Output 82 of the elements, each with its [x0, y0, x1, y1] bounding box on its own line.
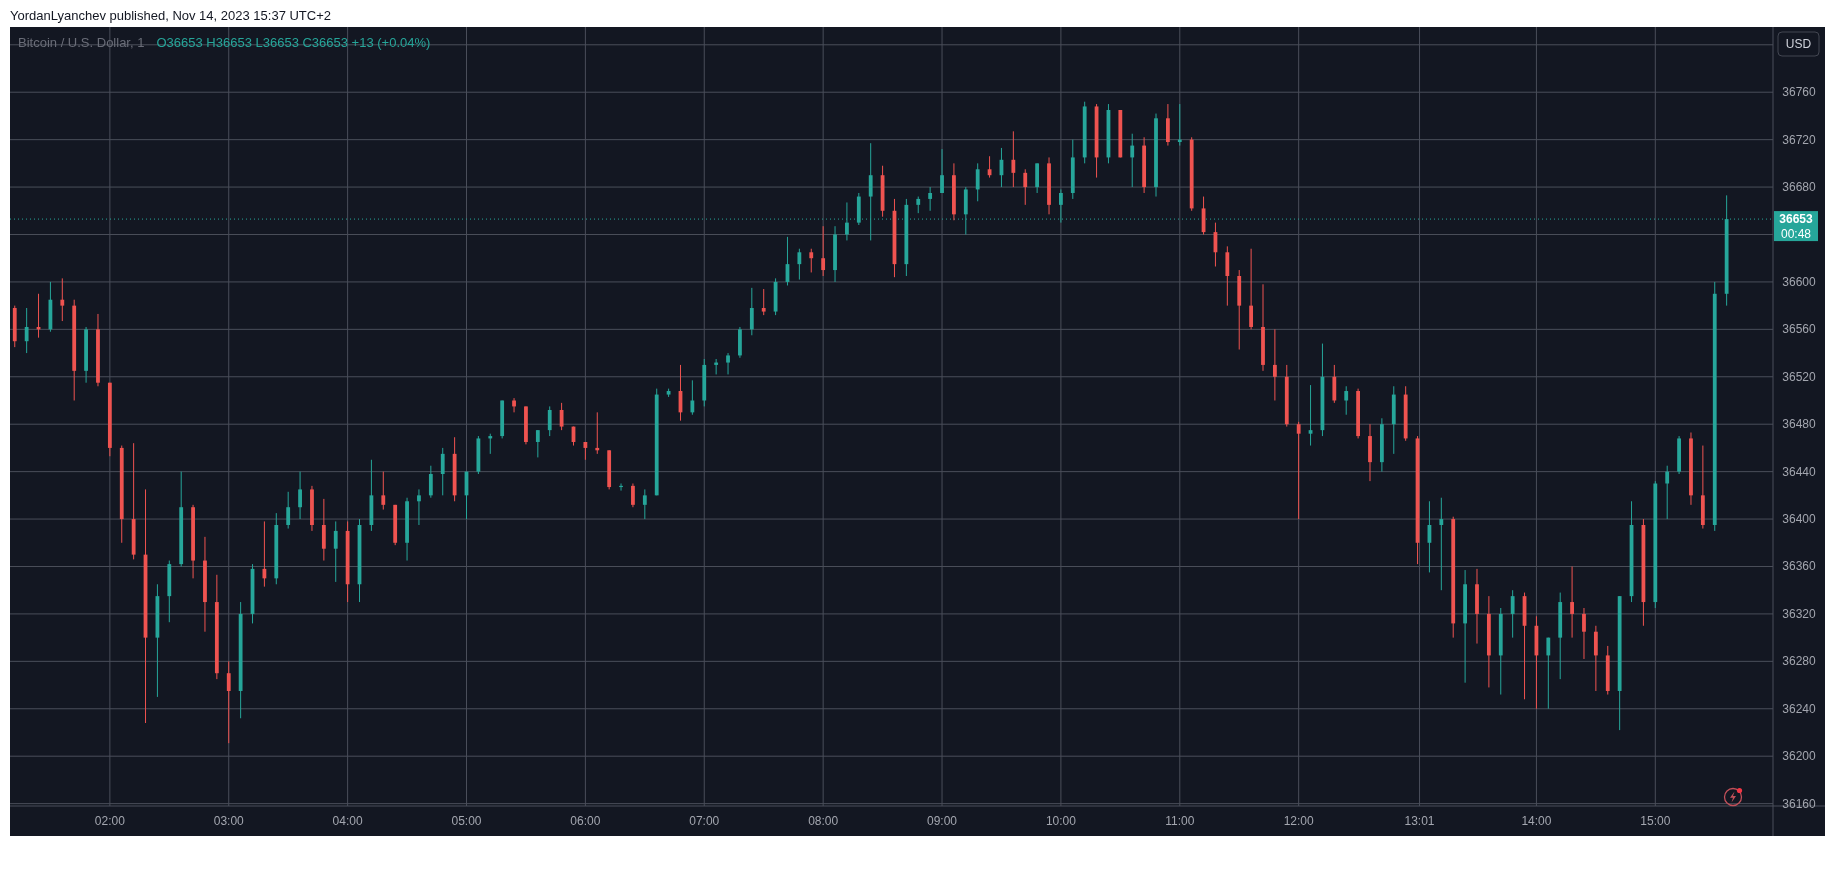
candlestick	[1035, 162, 1040, 194]
candlestick	[1570, 565, 1574, 639]
candlestick	[726, 352, 730, 375]
candlestick	[631, 482, 635, 508]
candlestick	[559, 402, 564, 431]
candlestick	[1510, 589, 1515, 639]
x-tick-label: 10:00	[1045, 814, 1077, 828]
candlestick	[1439, 497, 1444, 591]
candlestick	[821, 225, 826, 277]
candlestick	[440, 447, 445, 496]
x-tick-label: 04:00	[332, 814, 363, 828]
candlestick	[1130, 133, 1135, 188]
y-tick-label: 36360	[1782, 559, 1817, 574]
candlestick	[1546, 637, 1551, 710]
candlestick	[809, 248, 814, 273]
candlestick	[428, 465, 433, 499]
y-tick-label: 36440	[1782, 464, 1817, 479]
text: Bitcoin / U.S. Dollar, 1	[18, 34, 145, 50]
text: YordanLyanchev published, Nov 14, 2023 15:37 UTC+2	[10, 7, 332, 23]
y-tick-label: 36240	[1782, 701, 1817, 716]
candlestick	[797, 248, 802, 281]
candlestick	[1665, 465, 1670, 520]
candlestick	[1011, 130, 1016, 188]
candlestick	[761, 288, 766, 316]
candlestick	[321, 498, 326, 562]
candlestick	[60, 277, 65, 322]
candlestick	[845, 201, 849, 241]
candlestick	[1296, 421, 1301, 520]
candlestick	[226, 660, 231, 744]
y-tick-label: 36400	[1782, 512, 1817, 527]
x-tick-label: 14:00	[1521, 814, 1552, 828]
candlestick	[690, 379, 695, 416]
y-tick-label: 36160	[1782, 796, 1817, 811]
candlestick	[24, 307, 29, 354]
candlestick	[286, 491, 291, 530]
candlestick	[298, 471, 302, 520]
candlestick	[535, 429, 540, 458]
y-tick-label: 36560	[1782, 322, 1817, 337]
candlestick	[547, 405, 552, 437]
y-tick-label: 36720	[1782, 132, 1817, 147]
candlestick	[1249, 248, 1254, 330]
y-tick-label: 36480	[1782, 417, 1817, 432]
x-tick-label: 08:00	[808, 814, 839, 828]
candlestick	[1023, 168, 1028, 206]
candlestick	[868, 142, 873, 241]
annotation: 00:48	[1780, 226, 1812, 241]
y-tick-label: 36320	[1782, 606, 1817, 621]
y-tick-label: 36760	[1782, 85, 1817, 100]
candlestick	[1582, 607, 1586, 660]
candlestick	[1344, 385, 1349, 416]
x-tick-label: 15:00	[1640, 814, 1671, 828]
candlestick	[1166, 103, 1170, 147]
x-tick-label: 11:00	[1165, 814, 1195, 828]
x-tick-label: 09:00	[927, 814, 958, 828]
y-tick-label: 36600	[1782, 274, 1817, 289]
y-tick-label: 36520	[1782, 369, 1817, 384]
x-tick-label: 07:00	[689, 814, 720, 828]
x-tick-label: 12:00	[1283, 814, 1315, 828]
y-tick-label: 36280	[1782, 654, 1817, 669]
candlestick	[975, 162, 980, 202]
x-tick-label: 05:00	[451, 814, 482, 828]
candlestick	[928, 186, 933, 212]
candlestick	[381, 471, 386, 511]
candlestick	[333, 520, 338, 583]
ref-line-label: 36653	[1779, 212, 1814, 227]
x-tick-label: 06:00	[570, 814, 601, 828]
y-tick-label: 36680	[1782, 180, 1817, 195]
candlestick	[1225, 245, 1230, 307]
y-tick-label: 36200	[1782, 749, 1817, 764]
x-tick-label: 03:00	[213, 814, 245, 828]
y-axis-title: USD	[1785, 37, 1812, 51]
text: O36653 H36653 L36653 C36653 +13 (+0.04%)	[156, 34, 431, 50]
x-tick-label: 02:00	[94, 814, 126, 828]
candlestick	[417, 488, 421, 526]
x-tick-label: 13:01	[1404, 814, 1435, 828]
candlestick	[1332, 364, 1337, 404]
candlestick	[1272, 328, 1277, 401]
candlestick	[512, 397, 516, 413]
candlestick	[642, 488, 647, 520]
candlestick	[749, 287, 754, 336]
candlestick	[940, 148, 944, 194]
candlestick	[1593, 625, 1598, 692]
